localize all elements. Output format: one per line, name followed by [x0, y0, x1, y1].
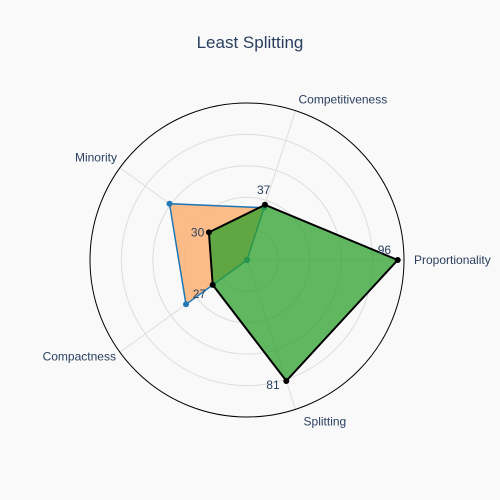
series-point	[283, 377, 290, 384]
axis-label-proportionality: Proportionality	[414, 253, 491, 267]
series-point	[261, 201, 268, 208]
data-label: 27	[193, 287, 207, 301]
data-label: 30	[191, 225, 205, 239]
series-point	[183, 301, 190, 308]
series-point	[166, 200, 173, 207]
series-point	[209, 281, 216, 288]
axis-label-compactness: Compactness	[43, 349, 116, 363]
data-label: 37	[257, 183, 271, 197]
series-point	[205, 229, 212, 236]
outer-circle	[89, 102, 405, 418]
axis-label-minority: Minority	[75, 151, 117, 165]
data-label: 96	[378, 243, 392, 257]
series-point	[394, 257, 401, 263]
data-label: 81	[266, 378, 280, 392]
series-area	[207, 203, 400, 383]
chart-title: Least Splitting	[196, 33, 304, 52]
axis-label-splitting: Splitting	[304, 414, 347, 428]
axis-label-competitiveness: Competitiveness	[299, 93, 388, 107]
